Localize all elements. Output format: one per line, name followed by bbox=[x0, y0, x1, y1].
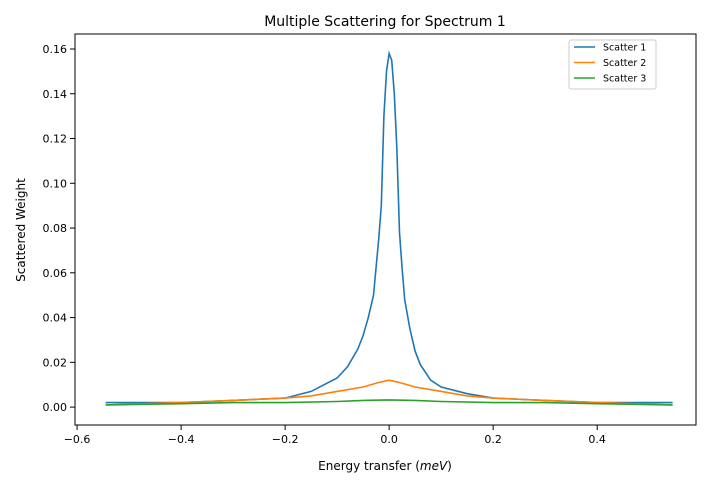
series-line-scatter-3 bbox=[105, 399, 673, 406]
y-tick-label: 0.04 bbox=[43, 312, 68, 325]
x-tick-label: 0.4 bbox=[588, 433, 606, 446]
y-tick-label: 0.10 bbox=[43, 177, 68, 190]
y-tick-label: 0.06 bbox=[43, 267, 68, 280]
y-tick-label: 0.08 bbox=[43, 222, 68, 235]
series-line-scatter-1 bbox=[105, 50, 673, 404]
x-tick-label: −0.6 bbox=[64, 433, 91, 446]
legend: Scatter 1 Scatter 2 Scatter 3 bbox=[568, 39, 657, 90]
x-tick-label: 0.2 bbox=[484, 433, 502, 446]
y-tick-label: 0.12 bbox=[43, 133, 68, 146]
plot-frame bbox=[74, 33, 697, 426]
legend-label: Scatter 2 bbox=[603, 58, 646, 69]
x-axis-label: Energy transfer (meV) bbox=[318, 459, 452, 473]
x-tick-label: −0.4 bbox=[168, 433, 195, 446]
y-tick-label: 0.00 bbox=[43, 401, 68, 414]
legend-label: Scatter 3 bbox=[603, 74, 646, 85]
y-axis-label: Scattered Weight bbox=[14, 178, 28, 282]
y-tick-label: 0.02 bbox=[43, 356, 68, 369]
y-tick-label: 0.14 bbox=[43, 88, 68, 101]
x-tick-label: 0.0 bbox=[380, 433, 398, 446]
legend-label: Scatter 1 bbox=[603, 43, 646, 54]
y-tick-label: 0.16 bbox=[43, 43, 68, 56]
series-line-scatter-2 bbox=[105, 379, 673, 406]
chart-title: Multiple Scattering for Spectrum 1 bbox=[264, 14, 506, 30]
x-tick-label: −0.2 bbox=[272, 433, 299, 446]
